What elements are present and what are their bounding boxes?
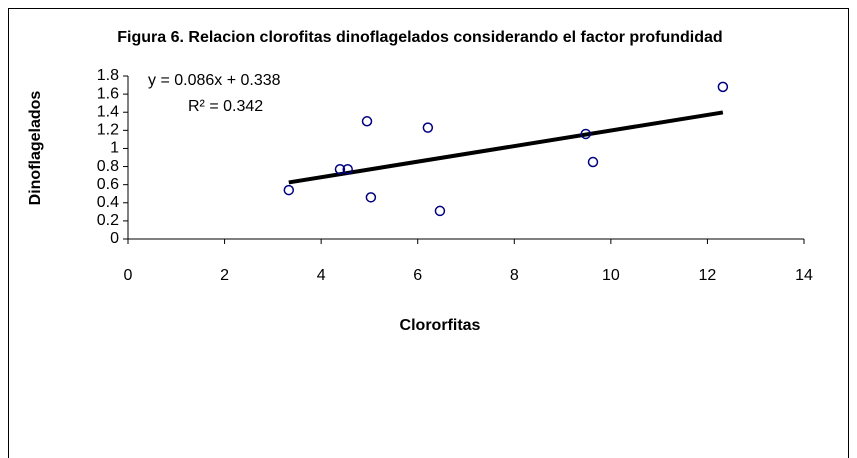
y-axis-title: Dinoflagelados — [27, 91, 44, 206]
data-point — [334, 164, 346, 175]
r-squared: R² = 0.342 — [188, 98, 263, 115]
data-point — [361, 116, 373, 127]
data-point — [422, 122, 434, 133]
y-tick-label: 0.8 — [97, 158, 119, 175]
x-tick-label: 14 — [795, 267, 813, 284]
data-point — [365, 192, 377, 203]
chart-title: Figura 6. Relacion clorofitas dinoflagel… — [117, 29, 723, 46]
x-tick-label: 12 — [699, 267, 717, 284]
trendline-equation: y = 0.086x + 0.338 — [148, 72, 281, 89]
y-tick-label: 0.6 — [97, 176, 119, 193]
data-point — [587, 156, 599, 168]
data-point — [434, 205, 446, 217]
y-tick-label: 0.2 — [97, 212, 119, 229]
x-tick-label: 6 — [413, 267, 422, 284]
y-tick-label: 1.2 — [97, 122, 119, 139]
x-tick-label: 2 — [220, 267, 229, 284]
y-tick-label: 1.8 — [97, 67, 119, 84]
y-tick-label: 1 — [110, 140, 119, 157]
y-tick-label: 0.4 — [97, 194, 119, 211]
data-point — [283, 184, 295, 196]
data-point — [342, 164, 353, 175]
x-tick-label: 0 — [124, 267, 133, 284]
chart-border — [8, 8, 849, 458]
data-point — [580, 128, 591, 140]
data-point — [717, 81, 729, 93]
y-tick-label: 0 — [110, 230, 119, 247]
trendline — [288, 110, 724, 185]
x-tick-label: 8 — [510, 267, 519, 284]
x-tick-label: 10 — [602, 267, 620, 284]
x-axis-title: Clororfitas — [400, 317, 481, 334]
x-tick-label: 4 — [317, 267, 326, 284]
y-tick-label: 1.4 — [97, 103, 119, 120]
y-tick-label: 1.6 — [97, 85, 119, 102]
